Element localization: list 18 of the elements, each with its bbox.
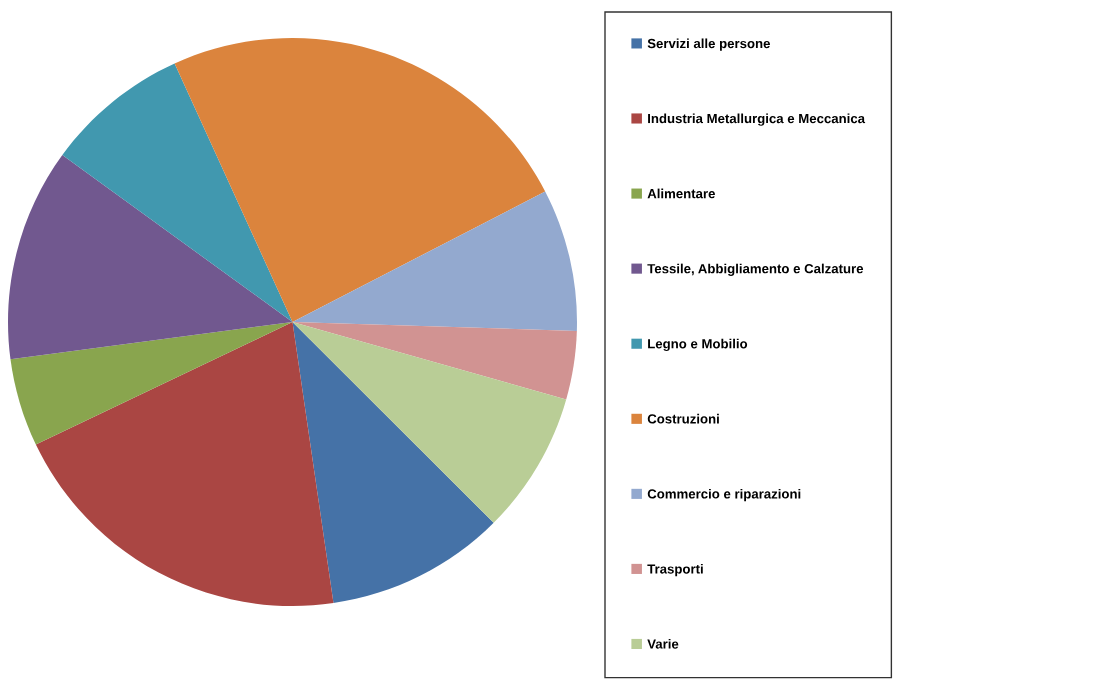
legend-label: Alimentare [647,188,715,199]
pie-slice [10,322,293,445]
legend-label: Servizi alle persone [647,38,770,51]
pie-slice [62,63,293,322]
pie-slice [292,322,577,400]
legend-label: Industria Metallurgica e Meccanica [648,113,866,126]
legend-label: Varie [647,638,679,649]
pie-slice [292,322,494,604]
legend-label: Trasporti [647,563,703,577]
legend-label: Commercio e riparazioni [647,488,801,502]
pie-slice [174,38,546,322]
pie-slice [8,155,293,360]
pie-slice [292,322,567,523]
legend-label: Costruzioni [647,413,719,424]
legend-label: Tessile, Abbigliamento e Calzature [647,263,864,276]
pie-slice [35,322,334,606]
legend-label: Legno e Mobilio [648,338,748,352]
pie-slice [292,191,577,331]
